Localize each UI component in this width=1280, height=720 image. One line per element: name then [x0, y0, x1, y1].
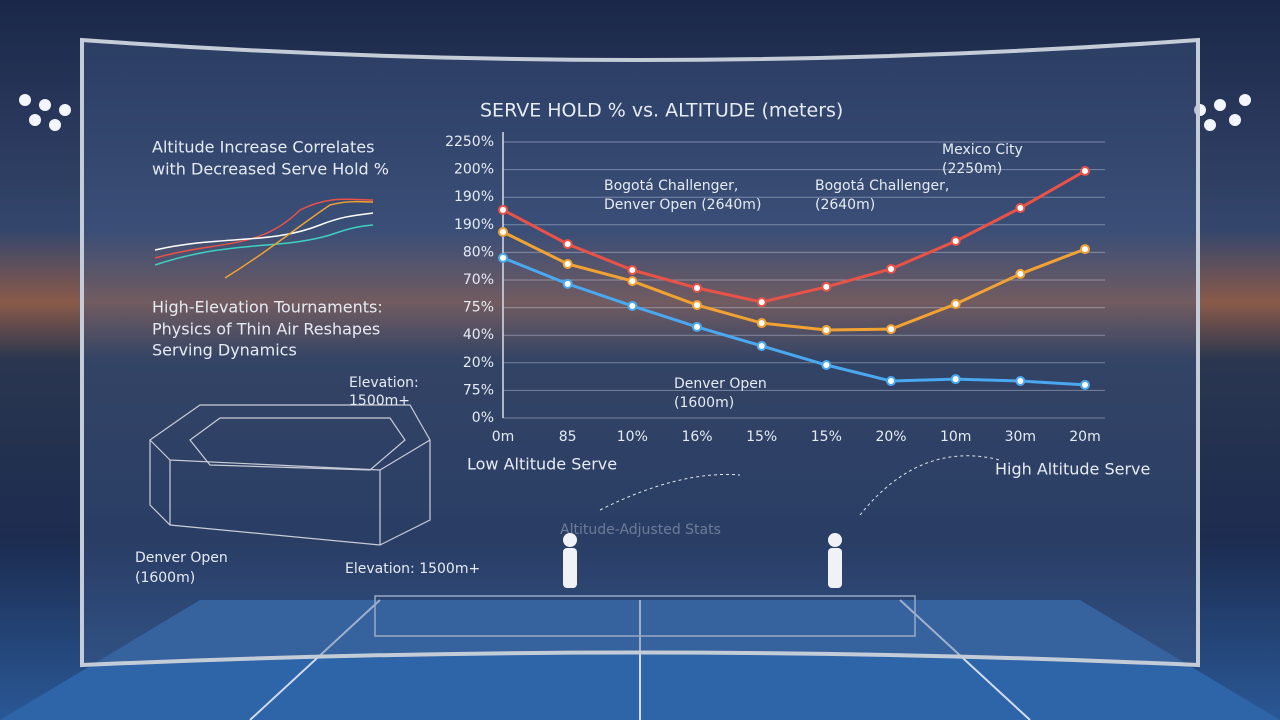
series-line: [502, 230, 1086, 332]
x-tick-label: 85: [559, 429, 577, 445]
y-tick-label: 0%: [472, 410, 494, 426]
data-point: [692, 283, 702, 294]
data-point: [498, 204, 508, 215]
data-point: [692, 300, 702, 311]
x-tick-label: 20%: [875, 429, 906, 445]
data-point: [1015, 376, 1026, 387]
x-tick-label: 0m: [492, 429, 515, 445]
data-point: [562, 278, 573, 289]
data-point: [756, 297, 767, 308]
stadium-name: (1600m): [135, 570, 195, 586]
ball-path: [599, 473, 741, 511]
court-line: [899, 599, 1031, 720]
stadium-wireframe: [149, 404, 431, 546]
y-tick-label: 190%: [454, 189, 494, 205]
headline: Altitude Increase Correlates: [152, 138, 374, 157]
series-line: [502, 256, 1086, 387]
players: [563, 533, 842, 588]
x-tick-label: 16%: [681, 429, 712, 445]
data-point: [886, 324, 896, 335]
data-point: [886, 376, 896, 387]
data-point: [627, 276, 638, 287]
y-tick-label: 75%: [463, 300, 494, 316]
data-point: [821, 360, 832, 371]
subhead: Serving Dynamics: [152, 341, 297, 360]
data-point: [756, 340, 767, 351]
data-point: [886, 263, 896, 274]
annotation: (2250m): [942, 161, 1002, 177]
x-tick-label: 30m: [1005, 429, 1036, 445]
subhead: High-Elevation Tournaments:: [152, 298, 383, 317]
data-point: [950, 374, 961, 385]
glass-panel: [80, 37, 1200, 668]
y-tick-label: 200%: [454, 162, 494, 178]
chart-title: SERVE HOLD % vs. ALTITUDE (meters): [480, 100, 843, 122]
net: [374, 595, 916, 637]
y-tick-label: 190%: [454, 217, 494, 233]
y-tick-label: 40%: [463, 327, 494, 343]
annotation: Mexico City: [942, 142, 1023, 158]
data-point: [1080, 165, 1090, 176]
data-point: [1015, 202, 1026, 213]
x-tick-label: 10%: [617, 429, 648, 445]
court-line: [249, 599, 381, 720]
annotation: Denver Open (2640m): [604, 197, 761, 213]
annotation: (2640m): [815, 197, 875, 213]
x-tick-label: 20m: [1069, 429, 1100, 445]
data-point: [627, 265, 638, 276]
high-serve-label: High Altitude Serve: [995, 460, 1150, 479]
data-point: [1080, 244, 1090, 255]
x-tick-label: 15%: [811, 429, 842, 445]
data-point: [1080, 379, 1090, 390]
stadium-elevation: Elevation:: [349, 375, 419, 391]
y-tick-label: 80%: [463, 244, 494, 260]
data-point: [950, 236, 961, 247]
data-point: [562, 239, 573, 250]
stadium-name: Denver Open: [135, 550, 228, 566]
stadium-footer: Elevation: 1500m+: [345, 561, 480, 577]
data-point: [821, 324, 832, 335]
data-point: [692, 321, 702, 332]
data-point: [950, 299, 961, 310]
y-tick-label: 20%: [463, 355, 494, 371]
court-banner: Altitude-Adjusted Stats: [560, 522, 721, 538]
mini-chart: [154, 198, 374, 279]
annotation: Bogotá Challenger,: [604, 178, 738, 194]
ball-path: [859, 455, 1001, 516]
data-point: [627, 300, 638, 311]
x-tick-label: 10m: [940, 429, 971, 445]
data-point: [498, 252, 508, 263]
data-point: [1015, 268, 1026, 279]
annotation: Denver Open: [674, 376, 767, 392]
data-point: [756, 318, 767, 329]
annotation: (1600m): [674, 395, 734, 411]
data-point: [821, 281, 832, 292]
low-serve-label: Low Altitude Serve: [467, 455, 617, 474]
x-tick-label: 15%: [746, 429, 777, 445]
annotation: Bogotá Challenger,: [815, 178, 949, 194]
data-point: [498, 226, 508, 237]
subhead: Physics of Thin Air Reshapes: [152, 320, 380, 339]
y-tick-label: 2250%: [445, 134, 494, 150]
headline: with Decreased Serve Hold %: [152, 160, 389, 179]
series-line: [502, 169, 1086, 304]
data-point: [562, 258, 573, 269]
stadium-elevation: 1500m+: [349, 393, 410, 409]
y-tick-label: 70%: [463, 272, 494, 288]
y-tick-label: 75%: [463, 382, 494, 398]
